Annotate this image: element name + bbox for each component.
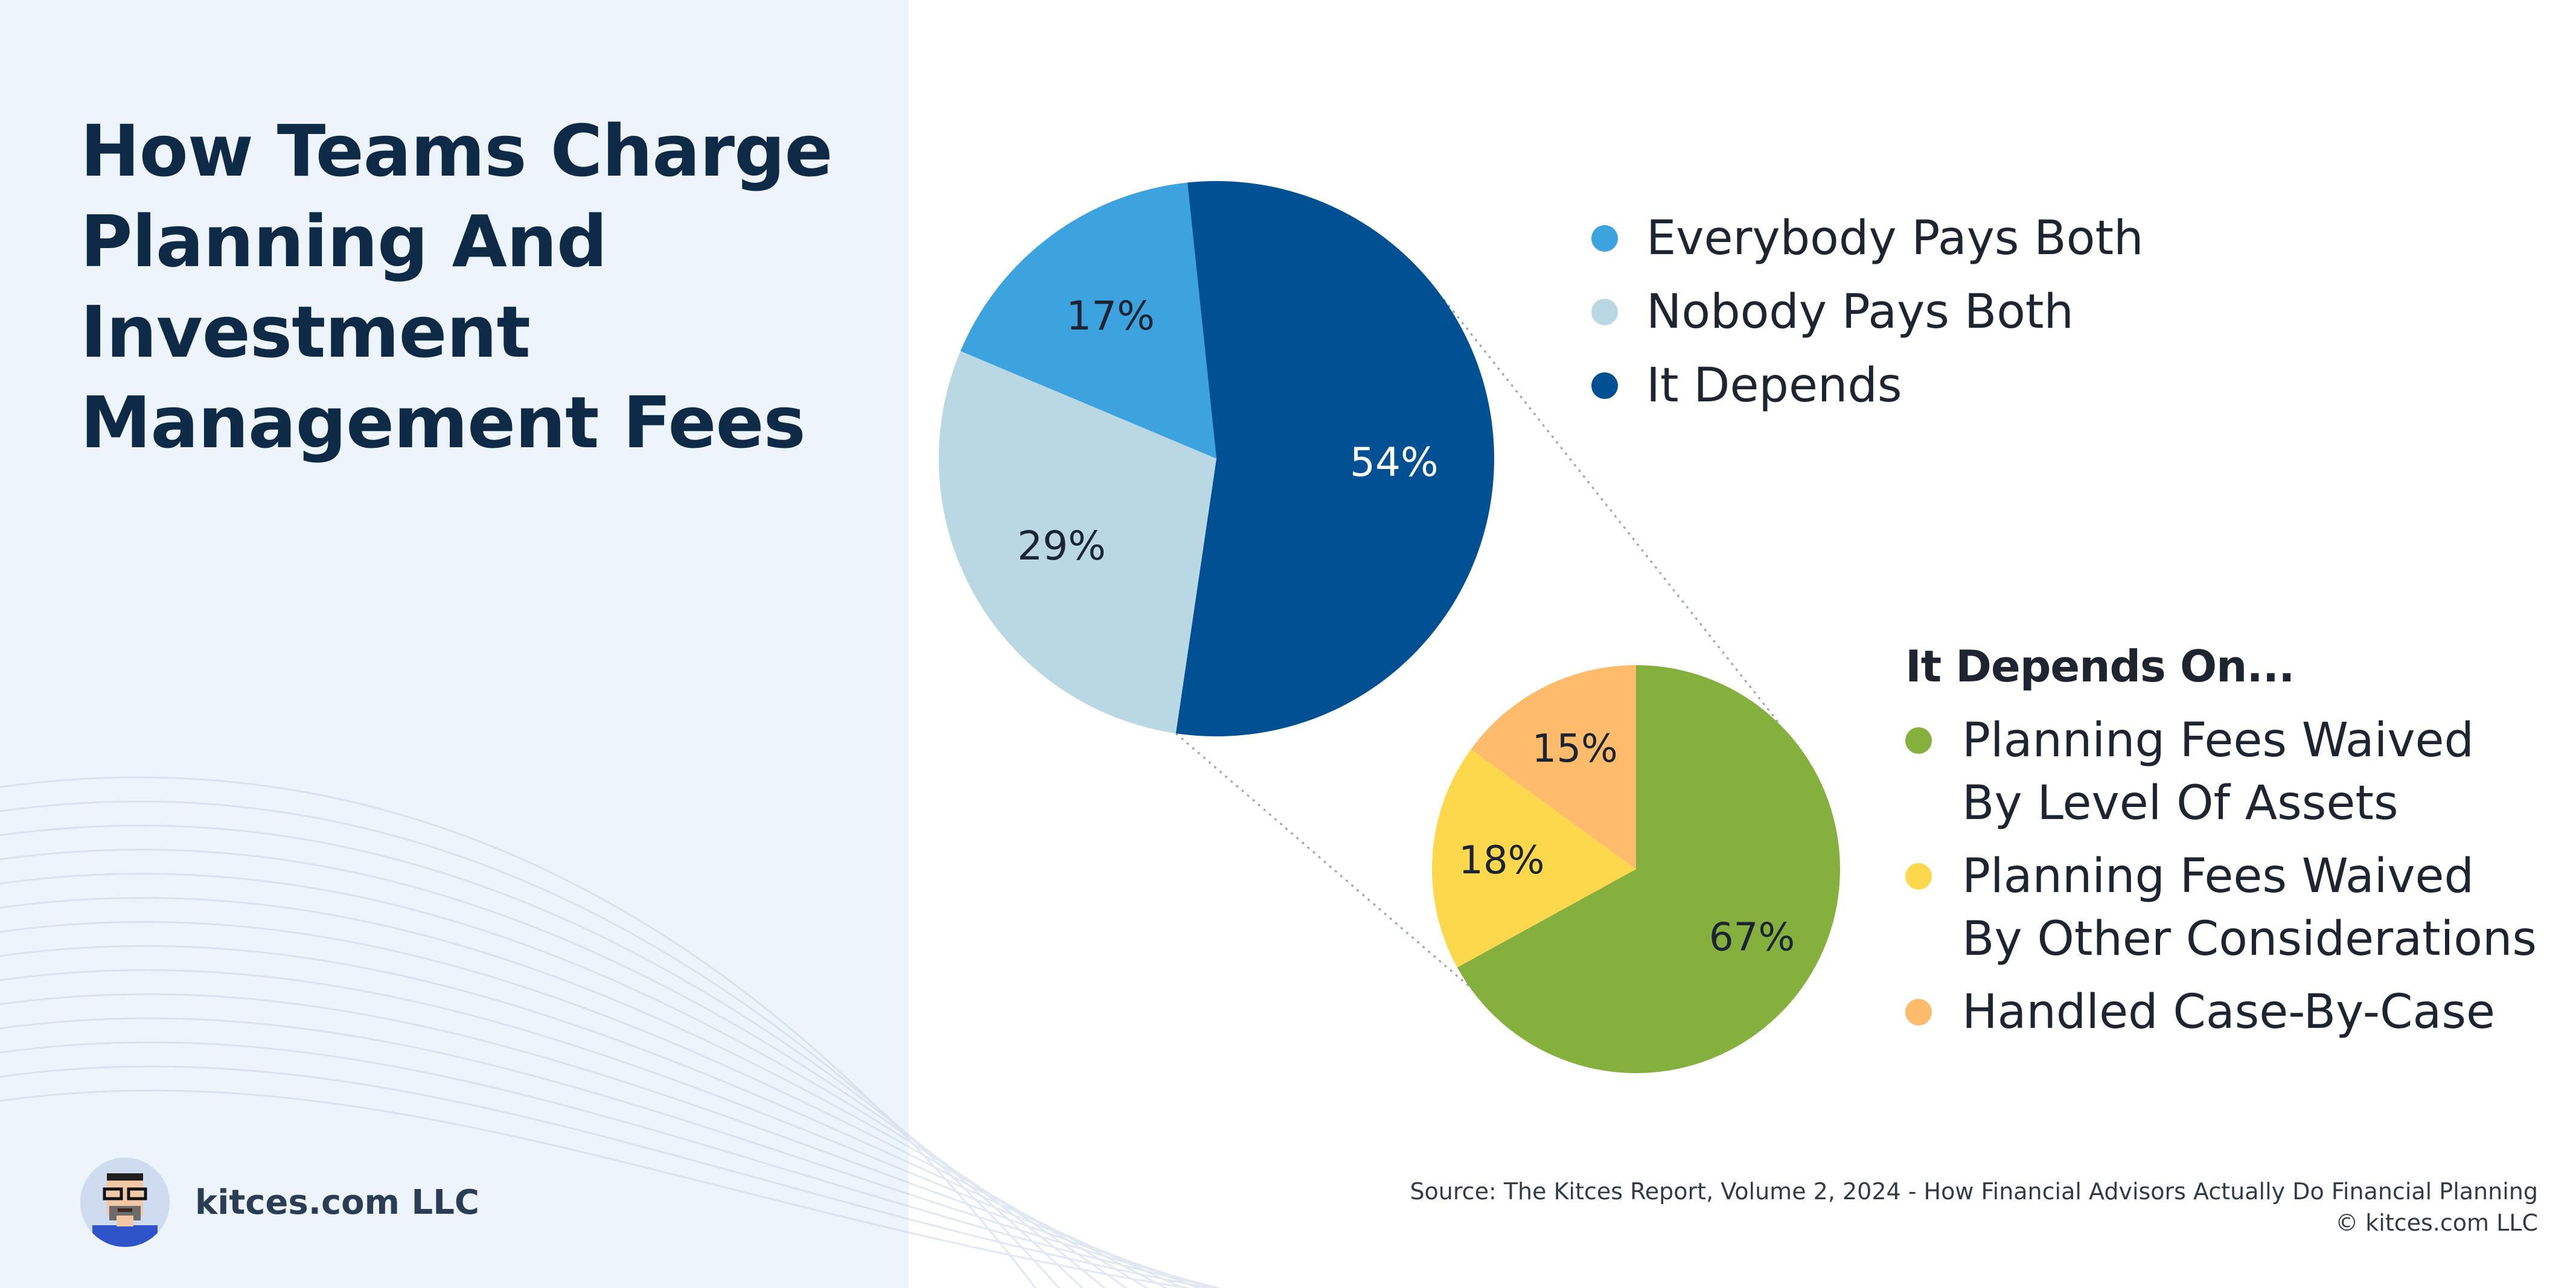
- legend-label: Nobody Pays Both: [1646, 285, 2074, 339]
- pie-slice-waived-by-assets: [1457, 665, 1840, 1074]
- source-note: Source: The Kitces Report, Volume 2, 202…: [1410, 1176, 2538, 1239]
- legend-label: Planning Fees Waived By Other Considerat…: [1962, 849, 2537, 966]
- brand: kitces.com LLC: [80, 1158, 479, 1247]
- pie-value-label: 29%: [1017, 523, 1106, 569]
- pie-value-label: 15%: [1532, 727, 1618, 771]
- legend-item-waived-by-assets: Planning Fees Waived By Level Of Assets: [1905, 709, 2537, 835]
- brand-name: kitces.com LLC: [195, 1182, 479, 1222]
- legend-item-it-depends: It Depends: [1591, 354, 2144, 428]
- pie-slice-case-by-case: [1471, 665, 1636, 869]
- legend-item-everybody-pays-both: Everybody Pays Both: [1591, 207, 2144, 281]
- pie-value-label: 18%: [1459, 838, 1544, 883]
- pie-slice-it-depends: [1175, 181, 1494, 737]
- main-pie-chart: 17% 29% 54%: [938, 181, 1494, 737]
- page-title: How Teams Charge Planning And Investment…: [80, 109, 833, 464]
- legend-label: Everybody Pays Both: [1646, 211, 2144, 266]
- source-line: Source: The Kitces Report, Volume 2, 202…: [1410, 1178, 2538, 1205]
- avatar: [80, 1158, 170, 1247]
- pie-value-label: 17%: [1066, 293, 1155, 339]
- main-legend: Everybody Pays Both Nobody Pays Both It …: [1591, 207, 2144, 428]
- copyright-line: © kitces.com LLC: [2335, 1210, 2538, 1236]
- pie-slice-nobody-pays-both: [938, 351, 1216, 734]
- pixel-art-portrait-icon: [80, 1158, 170, 1247]
- pie-value-label: 67%: [1709, 916, 1795, 960]
- legend-label: Planning Fees Waived By Level Of Assets: [1962, 713, 2475, 831]
- legend-swatch: [1591, 225, 1618, 252]
- legend-swatch: [1905, 863, 1932, 890]
- breakdown-pie-chart: 67% 18% 15%: [1432, 665, 1840, 1074]
- legend-swatch: [1591, 372, 1618, 399]
- legend-item-case-by-case: Handled Case-By-Case: [1905, 981, 2537, 1044]
- legend-item-waived-by-other: Planning Fees Waived By Other Considerat…: [1905, 845, 2537, 971]
- legend-label: Handled Case-By-Case: [1962, 985, 2495, 1039]
- legend-swatch: [1905, 727, 1932, 754]
- connector-line: [1175, 732, 1470, 987]
- legend-label: It Depends: [1646, 359, 1902, 413]
- legend-swatch: [1905, 999, 1932, 1025]
- legend-item-nobody-pays-both: Nobody Pays Both: [1591, 281, 2144, 354]
- breakdown-heading: It Depends On...: [1905, 641, 2295, 692]
- legend-swatch: [1591, 299, 1618, 325]
- pie-slice-waived-by-other: [1432, 749, 1636, 968]
- breakdown-legend: Planning Fees Waived By Level Of Assets …: [1905, 709, 2537, 1054]
- pie-slice-everybody-pays-both: [960, 182, 1216, 459]
- pie-value-label: 54%: [1350, 439, 1439, 486]
